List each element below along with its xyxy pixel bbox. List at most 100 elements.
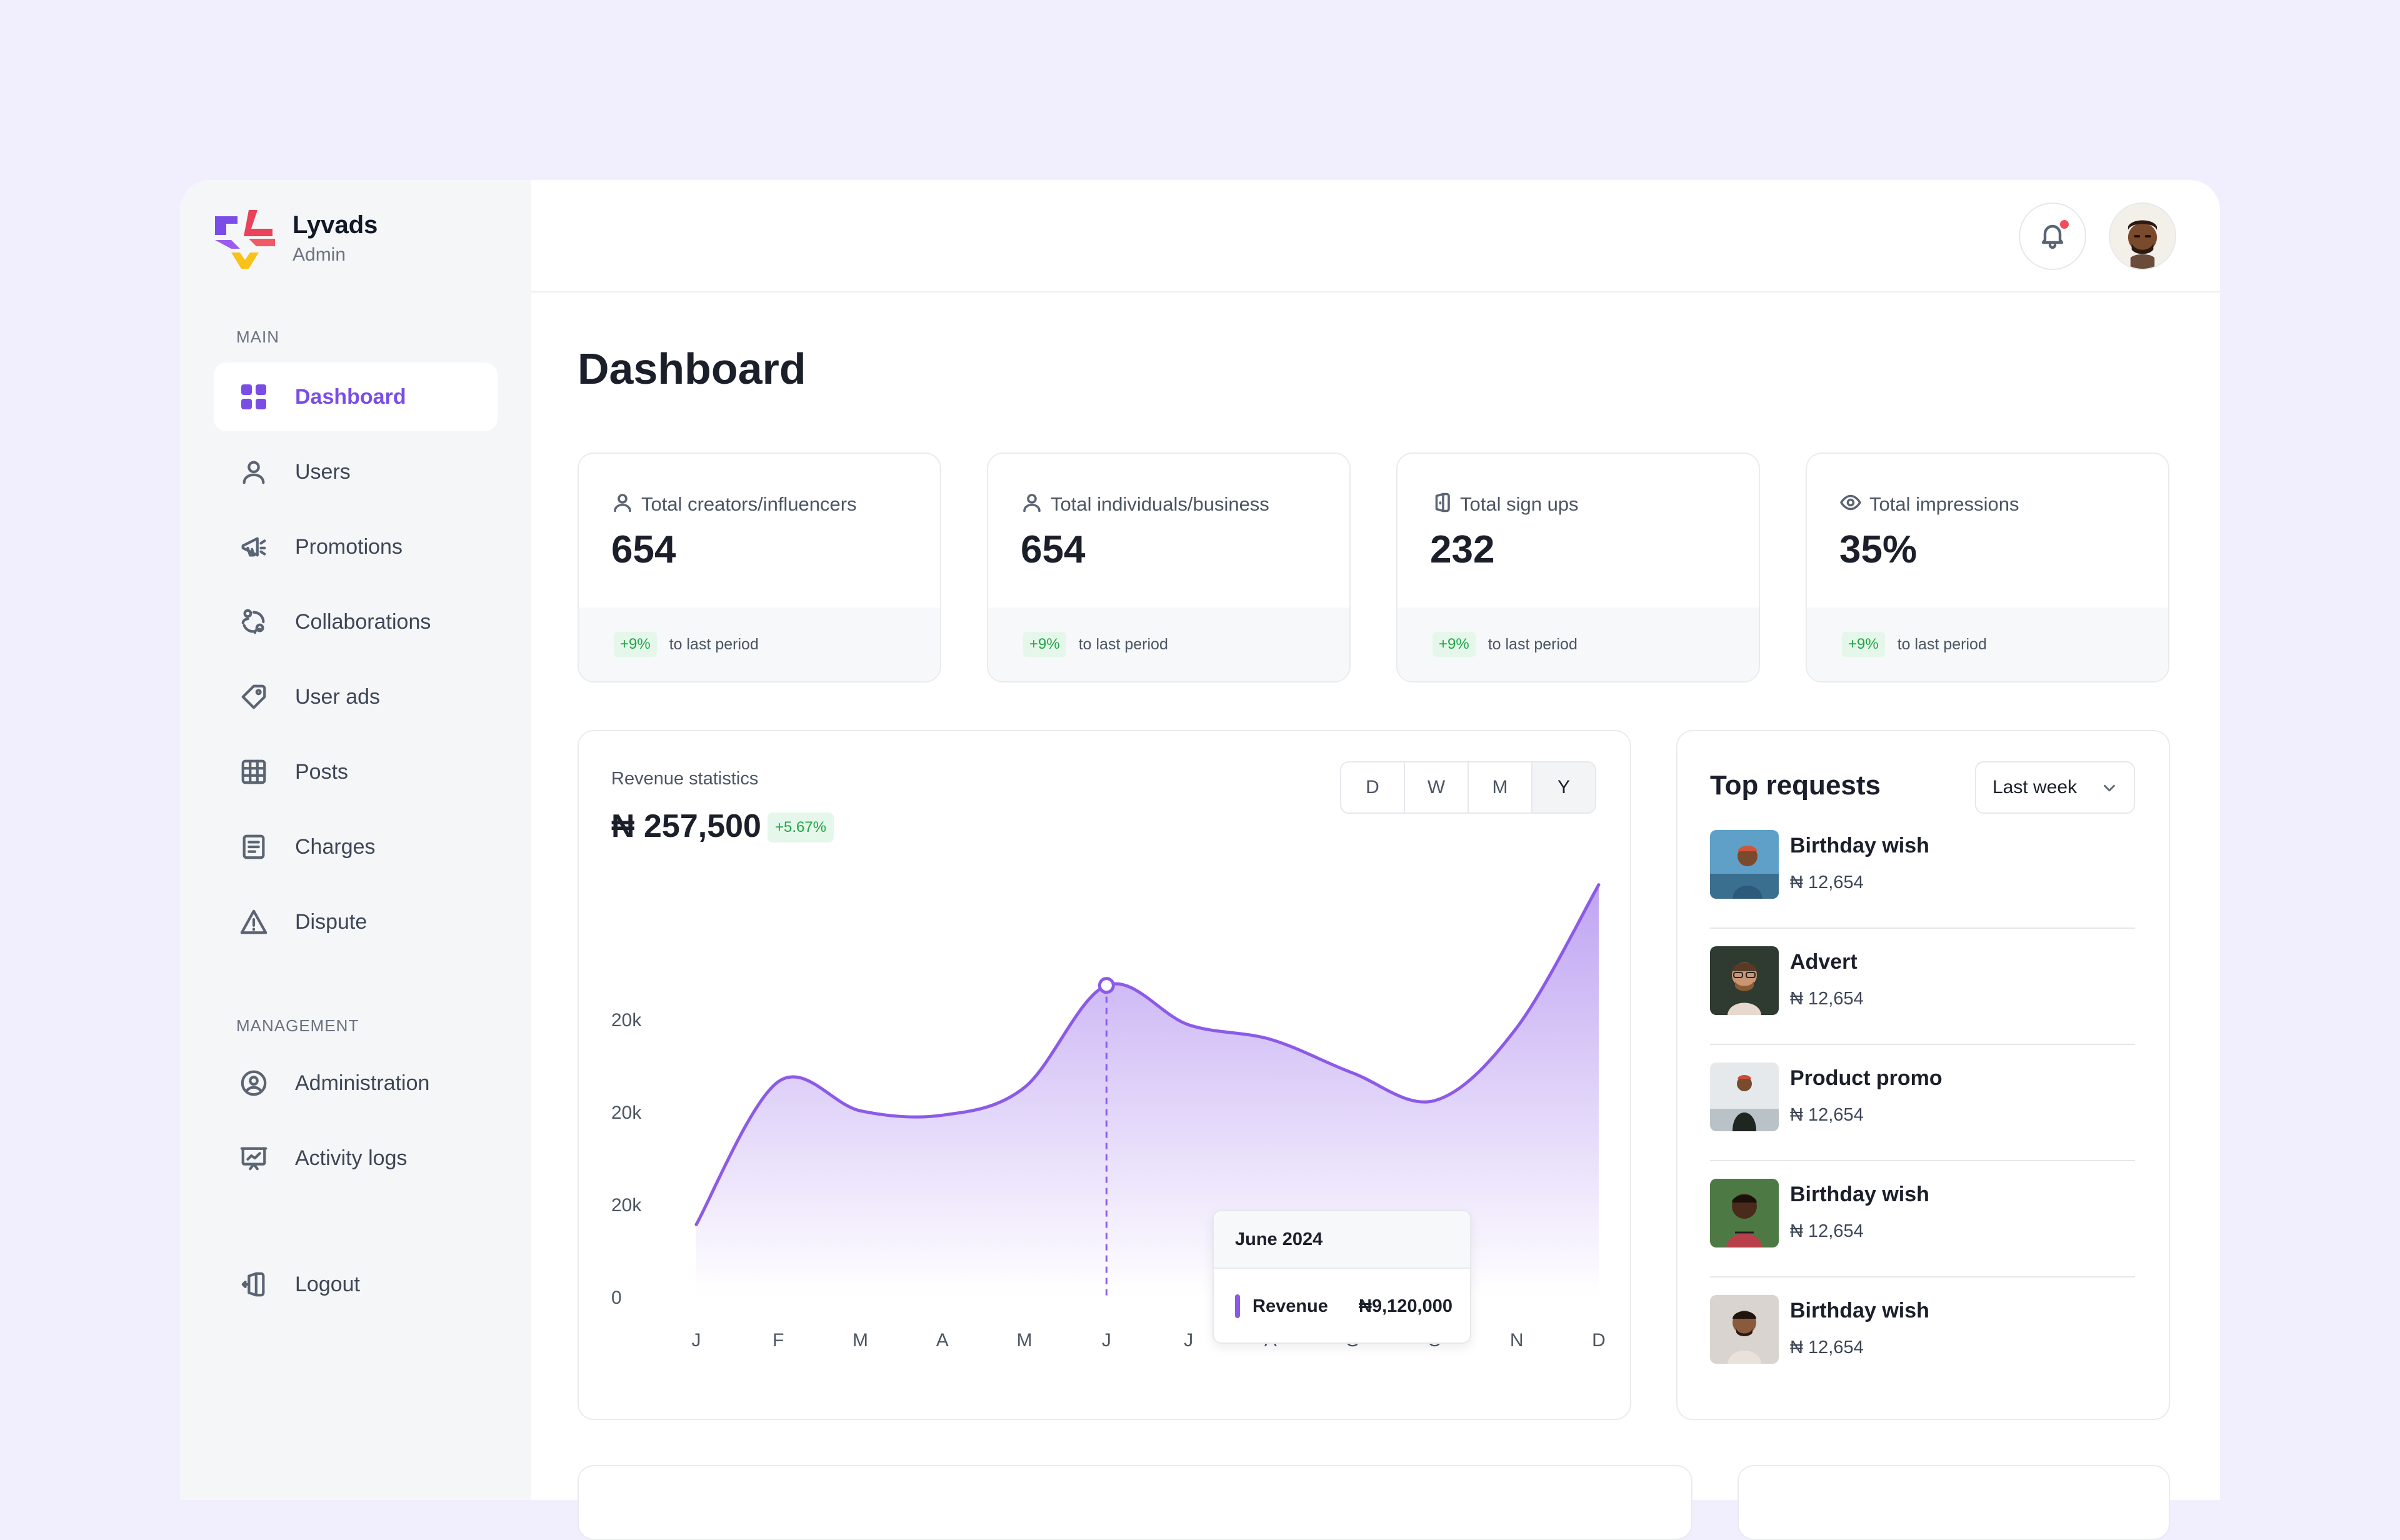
stat-card-impressions[interactable]: Total impressions 35% +9% to last period — [1806, 452, 2169, 682]
sidebar-item-dashboard[interactable]: Dashboard — [214, 362, 498, 431]
page-title: Dashboard — [578, 344, 806, 393]
sidebar-item-user-ads[interactable]: User ads — [214, 662, 498, 731]
period-select-value: Last week — [1992, 777, 2078, 798]
data-point[interactable] — [941, 1113, 944, 1117]
sidebar-item-users[interactable]: Users — [214, 438, 498, 506]
request-thumbnail — [1710, 1179, 1779, 1248]
period-select[interactable]: Last week — [1975, 761, 2135, 814]
warning-icon — [239, 907, 269, 937]
sidebar-item-label: Promotions — [295, 534, 402, 559]
chart-tooltip: June 2024 Revenue ₦9,120,000 — [1212, 1210, 1471, 1344]
brand[interactable]: Lyvads Admin — [212, 205, 378, 272]
chevron-down-icon — [2104, 784, 2115, 792]
x-tick-label: F — [772, 1330, 784, 1351]
stat-card-individuals[interactable]: Total individuals/business 654 +9% to la… — [987, 452, 1351, 682]
revenue-area — [696, 884, 1599, 1298]
request-item[interactable]: Product promo ₦ 12,654 — [1710, 1045, 2135, 1161]
period-week-button[interactable]: W — [1405, 762, 1469, 812]
change-badge: +9% — [1842, 632, 1885, 657]
data-point[interactable] — [1432, 1099, 1436, 1102]
data-point[interactable] — [694, 1222, 698, 1226]
sidebar-item-label: Collaborations — [295, 609, 431, 634]
data-point[interactable] — [1269, 1038, 1272, 1041]
revenue-change-badge: +5.67% — [768, 812, 834, 842]
request-item[interactable]: Birthday wish ₦ 12,654 — [1710, 812, 2135, 929]
notification-dot — [2059, 219, 2070, 230]
data-point[interactable] — [859, 1109, 862, 1112]
door-icon — [1430, 491, 1460, 517]
sidebar-item-administration[interactable]: Administration — [214, 1049, 498, 1118]
period-year-button[interactable]: Y — [1532, 762, 1595, 812]
request-price: ₦ 12,654 — [1790, 1105, 1864, 1125]
sidebar-item-collaborations[interactable]: Collaborations — [214, 588, 498, 656]
logout-label: Logout — [295, 1272, 360, 1296]
logout-icon — [239, 1269, 269, 1299]
x-tick-label: A — [936, 1330, 949, 1351]
collaboration-icon — [239, 607, 269, 637]
y-tick-label: 20k — [611, 1010, 642, 1031]
sidebar: Lyvads Admin MAIN Dashboard Users Promot… — [180, 180, 531, 1500]
x-tick-label: D — [1592, 1330, 1606, 1351]
stat-label: Total individuals/business — [1051, 492, 1269, 515]
y-tick-label: 20k — [611, 1102, 642, 1123]
sidebar-item-charges[interactable]: Charges — [214, 812, 498, 881]
request-item[interactable]: Birthday wish ₦ 12,654 — [1710, 1161, 2135, 1278]
request-thumbnail — [1710, 946, 1779, 1015]
sidebar-item-promotions[interactable]: Promotions — [214, 512, 498, 581]
stat-value: 232 — [1430, 528, 1495, 571]
notifications-button[interactable] — [2019, 202, 2086, 270]
brand-name: Lyvads — [292, 211, 378, 239]
stat-value: 35% — [1839, 528, 1918, 571]
period-month-button[interactable]: M — [1469, 762, 1532, 812]
request-name: Birthday wish — [1790, 834, 1929, 858]
posts-grid-icon — [239, 757, 269, 787]
bottom-card-right — [1738, 1465, 2170, 1540]
request-name: Birthday wish — [1790, 1299, 1929, 1322]
request-item[interactable]: Advert ₦ 12,654 — [1710, 929, 2135, 1045]
stat-card-creators[interactable]: Total creators/influencers 654 +9% to la… — [578, 452, 941, 682]
sidebar-item-activity-logs[interactable]: Activity logs — [214, 1124, 498, 1192]
data-point[interactable] — [776, 1080, 780, 1084]
sidebar-item-label: Dashboard — [295, 384, 406, 409]
logout-button[interactable]: Logout — [214, 1250, 498, 1319]
request-name: Advert — [1790, 950, 1858, 974]
sidebar-item-posts[interactable]: Posts — [214, 738, 498, 806]
period-day-button[interactable]: D — [1341, 762, 1405, 812]
x-tick-label: J — [1102, 1330, 1111, 1351]
stat-label: Total impressions — [1869, 492, 2019, 515]
top-requests-card: Top requests Last week Birthday wish ₦ 1… — [1676, 730, 2170, 1420]
data-point[interactable] — [1351, 1071, 1354, 1075]
stat-card-signups[interactable]: Total sign ups 232 +9% to last period — [1396, 452, 1760, 682]
period-toggle: D W M Y — [1340, 761, 1596, 814]
presentation-chart-icon — [239, 1143, 269, 1173]
bell-icon — [2038, 220, 2068, 253]
user-icon — [611, 491, 641, 517]
sidebar-item-label: User ads — [295, 684, 381, 709]
top-requests-title: Top requests — [1710, 770, 1881, 801]
sidebar-item-label: Activity logs — [295, 1146, 408, 1170]
tooltip-title: June 2024 — [1214, 1211, 1470, 1269]
sidebar-item-dispute[interactable]: Dispute — [214, 888, 498, 956]
avatar[interactable] — [2109, 202, 2176, 270]
change-badge: +9% — [1432, 632, 1476, 657]
period-text: to last period — [669, 635, 759, 653]
highlight-point — [1098, 977, 1115, 994]
tooltip-swatch — [1235, 1294, 1240, 1318]
revenue-amount: ₦ 257,500 — [611, 808, 761, 844]
user-icon — [239, 457, 269, 487]
tooltip-value: ₦9,120,000 — [1359, 1296, 1452, 1316]
data-point[interactable] — [1104, 984, 1108, 988]
request-item[interactable]: Birthday wish ₦ 12,654 — [1710, 1278, 2135, 1394]
x-tick-label: M — [1017, 1330, 1032, 1351]
data-point[interactable] — [1187, 1023, 1191, 1027]
data-point[interactable] — [1022, 1086, 1026, 1089]
data-point[interactable] — [1515, 1026, 1519, 1029]
megaphone-icon — [239, 532, 269, 562]
change-badge: +9% — [1023, 632, 1066, 657]
data-point[interactable] — [1597, 883, 1601, 887]
user-circle-icon — [239, 1068, 269, 1098]
request-price: ₦ 12,654 — [1790, 989, 1864, 1009]
request-thumbnail — [1710, 1062, 1779, 1131]
